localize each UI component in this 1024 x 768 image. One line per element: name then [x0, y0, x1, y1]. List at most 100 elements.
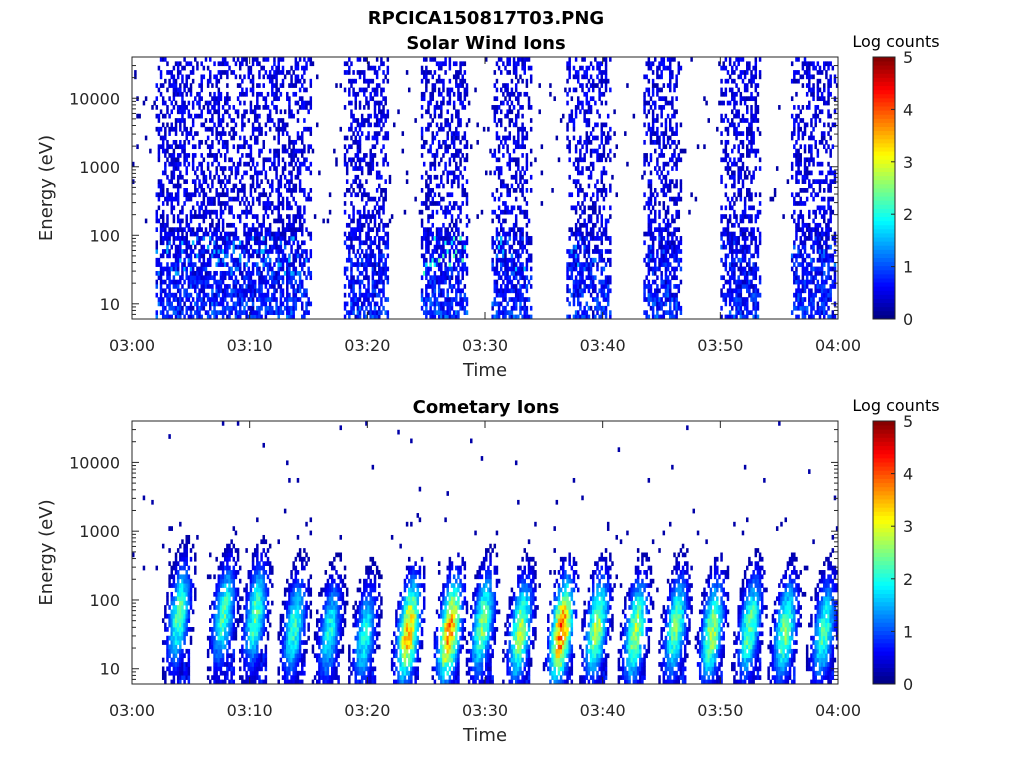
spectrogram-cell	[224, 262, 226, 267]
spectrogram-cell	[573, 205, 575, 210]
spectrogram-cell	[239, 240, 241, 245]
spectrogram-cell	[209, 118, 211, 123]
spectrogram-cell	[438, 192, 440, 197]
spectrogram-cell	[438, 201, 440, 206]
spectrogram-cell	[650, 127, 652, 132]
spectrogram-cell	[605, 280, 607, 285]
spectrogram-cell	[496, 214, 498, 219]
spectrogram-cell	[292, 302, 294, 307]
spectrogram-cell	[269, 184, 271, 189]
spectrogram-cell	[607, 153, 609, 158]
spectrogram-cell	[504, 201, 506, 206]
spectrogram-cell	[446, 101, 448, 106]
spectrogram-cell	[596, 267, 598, 272]
spectrogram-cell	[588, 306, 590, 311]
spectrogram-cell	[271, 267, 273, 272]
spectrogram-cell	[265, 96, 267, 101]
spectrogram-cell	[250, 105, 252, 110]
spectrogram-cell	[263, 267, 265, 272]
spectrogram-cell	[671, 105, 673, 110]
spectrogram-cell	[451, 236, 453, 241]
spectrogram-cell	[256, 254, 258, 259]
spectrogram-cell	[192, 144, 194, 149]
spectrogram-cell	[162, 188, 164, 193]
spectrogram-cell	[601, 127, 603, 132]
spectrogram-cell	[233, 105, 235, 110]
spectrogram-cell	[596, 219, 598, 224]
spectrogram-cell	[267, 205, 269, 210]
spectrogram-cell	[374, 223, 376, 228]
spectrogram-cell	[425, 74, 427, 79]
spectrogram-cell	[292, 197, 294, 202]
spectrogram-cell	[421, 254, 423, 259]
spectrogram-cell	[297, 79, 299, 84]
spectrogram-cell	[235, 109, 237, 114]
spectrogram-cell	[444, 262, 446, 267]
spectrogram-cell	[511, 101, 513, 106]
spectrogram-cell	[173, 275, 175, 280]
spectrogram-cell	[171, 127, 173, 132]
spectrogram-cell	[566, 101, 568, 106]
spectrogram-cell	[440, 109, 442, 114]
spectrogram-cell	[506, 57, 508, 62]
spectrogram-cell	[654, 101, 656, 106]
spectrogram-cell	[648, 197, 650, 202]
spectrogram-cell	[230, 293, 232, 298]
spectrogram-cell	[237, 188, 239, 193]
spectrogram-cell	[348, 57, 350, 62]
spectrogram-cell	[248, 232, 250, 237]
spectrogram-cell	[260, 127, 262, 132]
spectrogram-cell	[592, 223, 594, 228]
spectrogram-cell	[519, 254, 521, 259]
spectrogram-cell	[374, 136, 376, 141]
spectrogram-cell	[654, 201, 656, 206]
spectrogram-cell	[359, 127, 361, 132]
spectrogram-cell	[521, 245, 523, 250]
spectrogram-cell	[299, 88, 301, 93]
spectrogram-cell	[228, 205, 230, 210]
spectrogram-cell	[241, 240, 243, 245]
spectrogram-cell	[588, 123, 590, 128]
spectrogram-cell	[384, 232, 386, 237]
spectrogram-cell	[183, 227, 185, 232]
spectrogram-cell	[222, 166, 224, 171]
spectrogram-cell	[541, 144, 543, 149]
spectrogram-cell	[579, 302, 581, 307]
spectrogram-cell	[359, 214, 361, 219]
spectrogram-cell	[384, 131, 386, 136]
spectrogram-cell	[575, 210, 577, 215]
spectrogram-cell	[616, 144, 618, 149]
spectrogram-cell	[350, 310, 352, 315]
spectrogram-cell	[237, 302, 239, 307]
spectrogram-cell	[303, 127, 305, 132]
spectrogram-cell	[432, 249, 434, 254]
spectrogram-cell	[273, 240, 275, 245]
spectrogram-cell	[177, 232, 179, 237]
spectrogram-cell	[579, 101, 581, 106]
spectrogram-cell	[237, 114, 239, 119]
spectrogram-cell	[310, 79, 312, 84]
spectrogram-cell	[372, 310, 374, 315]
spectrogram-cell	[361, 271, 363, 276]
spectrogram-cell	[265, 192, 267, 197]
spectrogram-cell	[273, 123, 275, 128]
spectrogram-cell	[654, 258, 656, 263]
spectrogram-cell	[455, 267, 457, 272]
spectrogram-cell	[280, 201, 282, 206]
spectrogram-cell	[175, 258, 177, 263]
spectrogram-cell	[175, 280, 177, 285]
spectrogram-cell	[280, 275, 282, 280]
spectrogram-cell	[226, 236, 228, 241]
spectrogram-cell	[440, 302, 442, 307]
spectrogram-cell	[601, 157, 603, 162]
spectrogram-cell	[258, 306, 260, 311]
spectrogram-cell	[361, 131, 363, 136]
spectrogram-cell	[348, 245, 350, 250]
spectrogram-cell	[348, 127, 350, 132]
spectrogram-cell	[307, 302, 309, 307]
spectrogram-cell	[438, 232, 440, 237]
spectrogram-cell	[263, 280, 265, 285]
spectrogram-cell	[461, 275, 463, 280]
spectrogram-cell	[301, 105, 303, 110]
spectrogram-cell	[350, 267, 352, 272]
